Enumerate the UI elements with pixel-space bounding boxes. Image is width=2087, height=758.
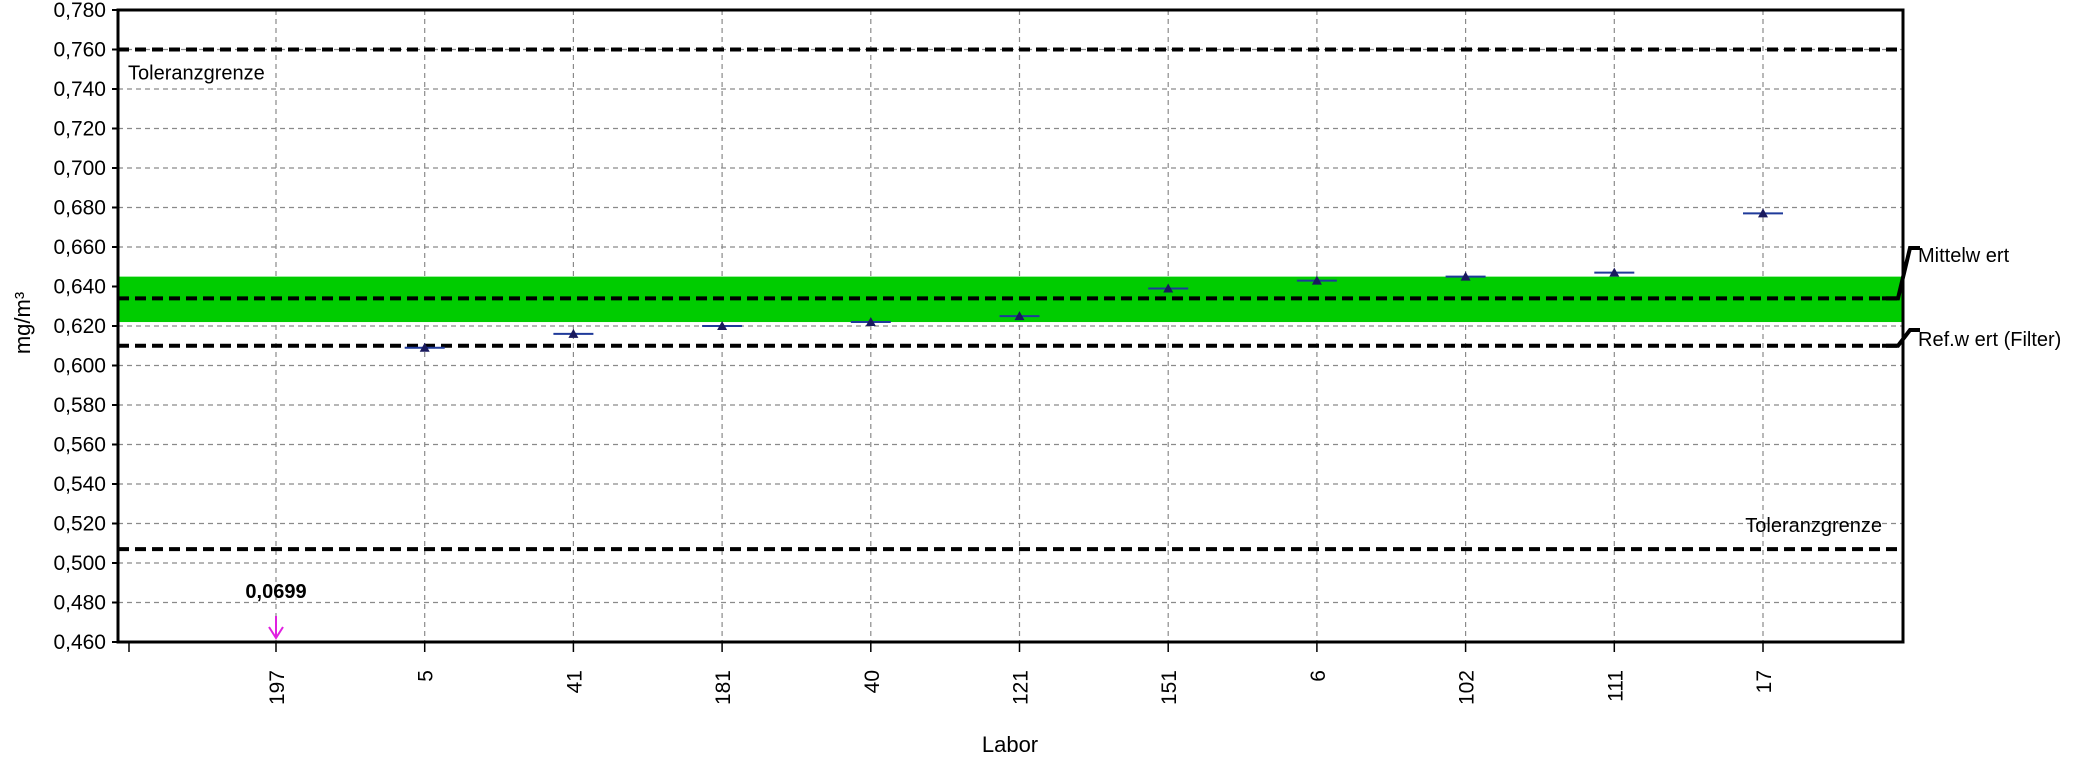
- y-tick-label: 0,720: [53, 118, 106, 141]
- x-tick-label: 17: [1753, 670, 1776, 693]
- x-tick-label: 40: [861, 670, 884, 693]
- y-tick-label: 0,540: [53, 473, 106, 496]
- y-tick-label: 0,620: [53, 315, 106, 338]
- data-point-marker: [1311, 275, 1322, 285]
- reference-lines: Toleranzgrenze Mittelw ert Ref.w ert (Filt…: [118, 47, 2061, 552]
- y-axis-title: mg/m³: [10, 292, 35, 354]
- outlier-arrow-head: [268, 626, 284, 640]
- x-tick-label: 6: [1307, 670, 1330, 682]
- y-tick-label: 0,700: [53, 157, 106, 180]
- plot-frame: [116, 8, 1905, 644]
- y-tick-labels: 0,460 0,480 0,500 0,520 0,540 0,560 0,580 0,600…: [53, 0, 106, 654]
- x-tick-label: 121: [1010, 670, 1033, 705]
- data-point-marker: [1758, 208, 1768, 218]
- lower-tolerance-label: Toleranzgrenze: [1745, 515, 1882, 537]
- data-points: 0,0699: [245, 208, 1783, 640]
- y-tick-label: 0,760: [53, 39, 106, 62]
- data-point-marker: [1609, 267, 1620, 277]
- y-tick-label: 0,660: [53, 236, 106, 259]
- data-point-marker: [1163, 283, 1174, 293]
- data-point-marker: [1014, 311, 1025, 321]
- y-tick-label: 0,460: [53, 631, 106, 654]
- x-tick-label: 5: [415, 670, 438, 682]
- x-tick-label: 181: [712, 670, 735, 705]
- grid: [118, 10, 1903, 642]
- data-point-marker: [419, 342, 430, 352]
- data-point-marker: [1460, 271, 1471, 281]
- y-tick-label: 0,740: [53, 78, 106, 101]
- data-point-marker: [568, 328, 579, 338]
- x-tick-labels: 197 5 41 181 40 121 151 6 102 111 17: [266, 670, 1776, 705]
- x-tick-label: 197: [266, 670, 289, 705]
- x-tick-label: 151: [1158, 670, 1181, 705]
- x-axis-title: Labor: [982, 732, 1038, 757]
- data-point-marker: [865, 317, 876, 327]
- x-tick-label: 111: [1604, 670, 1627, 702]
- reference-filter-leader-line: [1882, 328, 1920, 348]
- y-tick-label: 0,480: [53, 592, 106, 615]
- y-tick-label: 0,780: [53, 0, 106, 22]
- y-tick-label: 0,560: [53, 434, 106, 457]
- axes: [112, 8, 1905, 652]
- y-tick-label: 0,500: [53, 552, 106, 575]
- reference-filter-label: Ref.w ert (Filter): [1918, 329, 2061, 351]
- x-tick-label: 41: [563, 670, 586, 693]
- y-tick-label: 0,680: [53, 197, 106, 220]
- x-tick-label: 102: [1456, 670, 1479, 705]
- y-tick-label: 0,600: [53, 355, 106, 378]
- y-tick-label: 0,580: [53, 394, 106, 417]
- data-point-marker: [717, 321, 728, 330]
- upper-tolerance-label: Toleranzgrenze: [128, 63, 265, 85]
- y-tick-label: 0,640: [53, 276, 106, 299]
- mean-label: Mittelw ert: [1918, 245, 2010, 267]
- outlier-value-label: 0,0699: [245, 581, 306, 603]
- y-tick-label: 0,520: [53, 513, 106, 536]
